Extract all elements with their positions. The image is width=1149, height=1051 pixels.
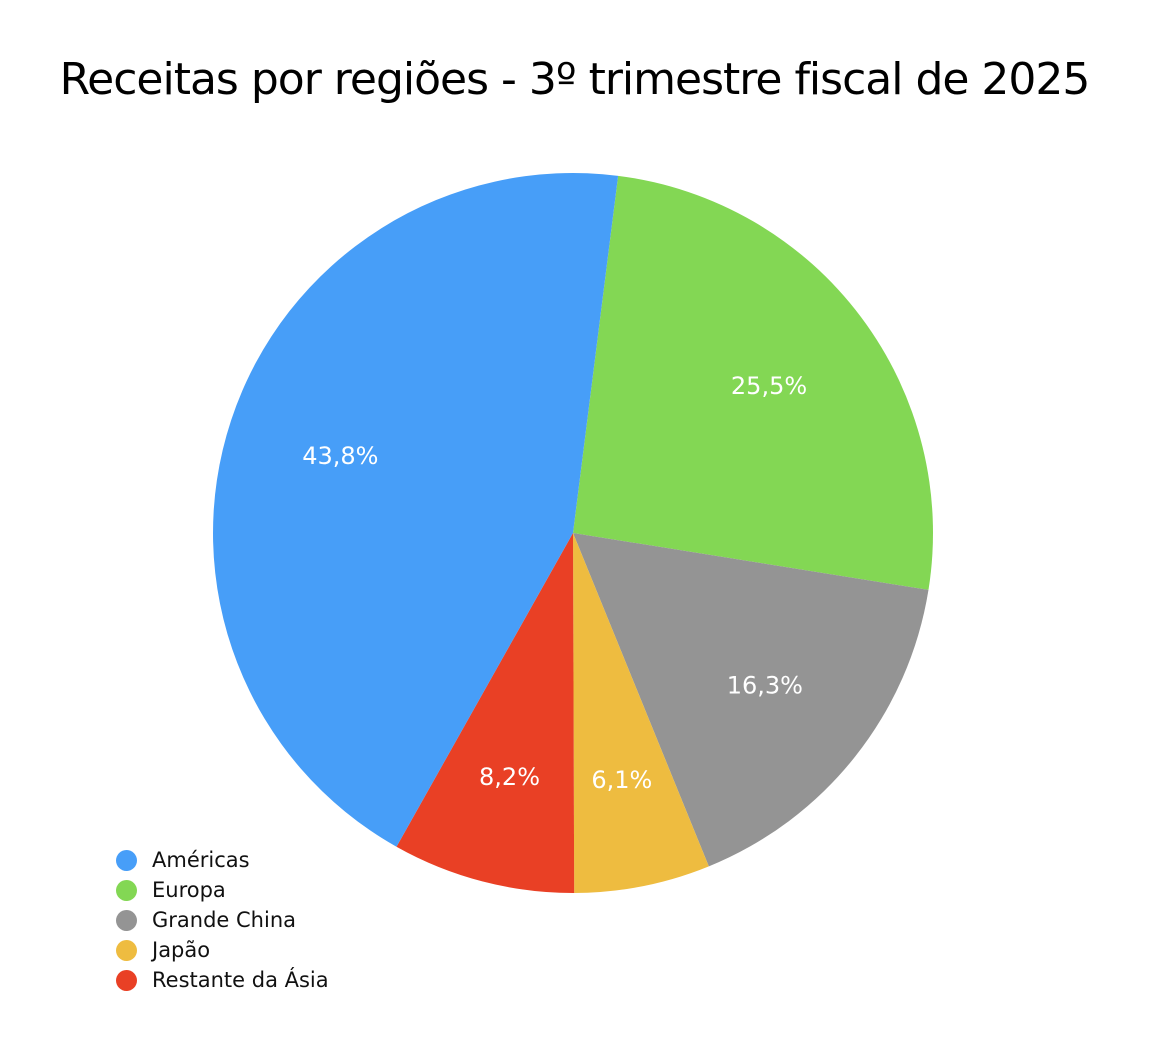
slice-label-restante-da-asia: 8,2% — [479, 763, 540, 791]
legend-item-europa: Europa — [116, 875, 329, 905]
pie-slice-europa — [573, 175, 934, 590]
legend-item-restante-da-asia: Restante da Ásia — [116, 965, 329, 995]
slice-label-americas: 43,8% — [302, 442, 378, 470]
slice-label-europa: 25,5% — [731, 372, 807, 400]
pie-slice-grande-china — [573, 533, 929, 867]
legend-item-grande-china: Grande China — [116, 905, 329, 935]
legend: Américas Europa Grande China Japão Restante … — [116, 845, 329, 995]
legend-label: Restante da Ásia — [152, 968, 329, 992]
legend-item-japao: Japão — [116, 935, 329, 965]
legend-label: Américas — [152, 848, 250, 872]
legend-label: Grande China — [152, 908, 296, 932]
legend-swatch — [116, 969, 137, 991]
slice-label-grande-china: 16,3% — [727, 671, 803, 699]
legend-item-americas: Américas — [116, 845, 329, 875]
legend-swatch — [116, 849, 137, 871]
slice-label-japao: 6,1% — [591, 766, 652, 794]
pie-slice-japao — [573, 533, 709, 893]
legend-label: Japão — [152, 938, 211, 962]
legend-swatch — [116, 879, 137, 901]
chart-title: Receitas por regiões - 3º trimestre fisc… — [59, 54, 1091, 105]
pie-slice-restante-da-asia — [396, 533, 575, 894]
legend-label: Europa — [152, 878, 226, 902]
pie-slice-americas — [213, 173, 619, 847]
legend-swatch — [116, 939, 137, 961]
legend-swatch — [116, 909, 137, 931]
